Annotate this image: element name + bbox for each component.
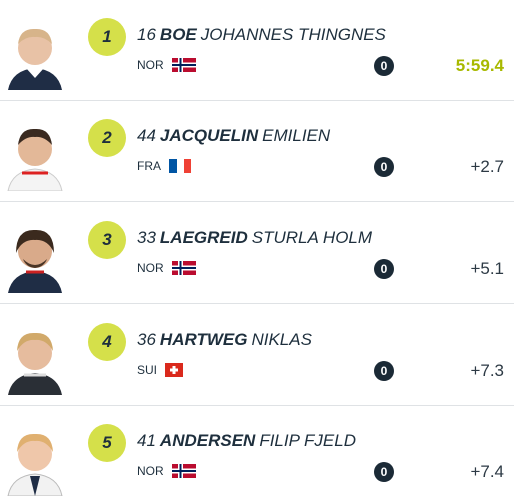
nation: FRA bbox=[137, 159, 191, 173]
bib: 36 bbox=[137, 330, 156, 349]
rank-badge: 3 bbox=[88, 221, 126, 259]
athlete-name: 41 ANDERSEN FILIP FJELD bbox=[137, 430, 356, 452]
penalty-count: 0 bbox=[374, 259, 394, 279]
penalty-count: 0 bbox=[374, 56, 394, 76]
bib: 33 bbox=[137, 228, 156, 247]
athlete-name: 44 JACQUELIN EMILIEN bbox=[137, 125, 330, 147]
penalty-count: 0 bbox=[374, 361, 394, 381]
result-row[interactable]: 2 44 JACQUELIN EMILIEN FRA 0 +2.7 bbox=[0, 101, 514, 202]
result-row[interactable]: 4 36 HARTWEG NIKLAS SUI 0 +7.3 bbox=[0, 305, 514, 406]
nation: NOR bbox=[137, 464, 196, 478]
athlete-photo bbox=[8, 229, 62, 293]
athlete-photo bbox=[7, 128, 63, 191]
first-name: STURLA HOLM bbox=[251, 228, 373, 247]
rank-badge: 5 bbox=[88, 424, 126, 462]
nation-code: FRA bbox=[137, 159, 161, 173]
flag bbox=[171, 464, 196, 478]
result-row[interactable]: 1 16 BOE JOHANNES THINGNES NOR 0 5:59.4 bbox=[0, 0, 514, 101]
last-name: LAEGREID bbox=[159, 228, 248, 247]
nation: SUI bbox=[137, 363, 184, 377]
rank-badge: 1 bbox=[88, 18, 126, 56]
result-time: 5:59.4 bbox=[455, 56, 504, 75]
last-name: BOE bbox=[159, 25, 197, 44]
nation-code: NOR bbox=[137, 261, 164, 275]
athlete-photo bbox=[7, 433, 63, 496]
athlete-photo bbox=[8, 28, 62, 90]
flag bbox=[171, 58, 196, 72]
first-name: FILIP FJELD bbox=[259, 431, 356, 450]
nation: NOR bbox=[137, 58, 196, 72]
bib: 16 bbox=[137, 25, 156, 44]
result-gap: +7.3 bbox=[470, 361, 504, 380]
nation-code: NOR bbox=[137, 464, 164, 478]
rank-badge: 4 bbox=[88, 323, 126, 361]
result-row[interactable]: 3 33 LAEGREID STURLA HOLM NOR 0 +5.1 bbox=[0, 203, 514, 304]
nation: NOR bbox=[137, 261, 196, 275]
last-name: ANDERSEN bbox=[159, 431, 256, 450]
result-gap: +7.4 bbox=[470, 462, 504, 481]
athlete-name: 33 LAEGREID STURLA HOLM bbox=[137, 227, 372, 249]
nation-code: SUI bbox=[137, 363, 158, 377]
last-name: JACQUELIN bbox=[159, 126, 259, 145]
result-gap: +5.1 bbox=[470, 259, 504, 278]
penalty-count: 0 bbox=[374, 462, 394, 482]
nation-code: NOR bbox=[137, 58, 164, 72]
athlete-photo bbox=[8, 332, 62, 395]
athlete-name: 16 BOE JOHANNES THINGNES bbox=[137, 24, 386, 46]
first-name: EMILIEN bbox=[262, 126, 331, 145]
bib: 41 bbox=[137, 431, 156, 450]
flag bbox=[169, 159, 191, 173]
flag bbox=[171, 261, 196, 275]
flag bbox=[165, 363, 184, 377]
result-gap: +2.7 bbox=[470, 157, 504, 176]
first-name: JOHANNES THINGNES bbox=[200, 25, 386, 44]
result-row[interactable]: 5 41 ANDERSEN FILIP FJELD NOR 0 +7.4 bbox=[0, 406, 514, 503]
rank-badge: 2 bbox=[88, 119, 126, 157]
first-name: NIKLAS bbox=[251, 330, 312, 349]
athlete-name: 36 HARTWEG NIKLAS bbox=[137, 329, 312, 351]
penalty-count: 0 bbox=[374, 157, 394, 177]
last-name: HARTWEG bbox=[159, 330, 248, 349]
bib: 44 bbox=[137, 126, 156, 145]
